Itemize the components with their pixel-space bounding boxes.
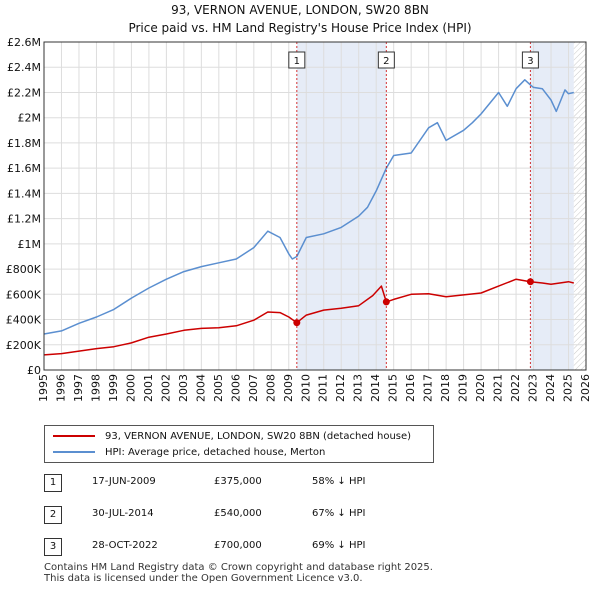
plot-frame <box>43 41 587 371</box>
sale-point <box>526 278 534 286</box>
legend-label-hpi: HPI: Average price, detached house, Mert… <box>105 446 326 458</box>
x-tick-label: 1996 <box>54 374 67 402</box>
x-tick-label: 2004 <box>194 374 207 402</box>
price-chart: 1 2 3 £0 £200K £400K £600K £800K £1M £1.2M £1.4M £… <box>6 36 592 402</box>
sale-marker-label: 3 <box>527 56 533 67</box>
y-tick-label: £1.6M <box>7 162 41 175</box>
x-tick-label: 1999 <box>107 374 120 402</box>
forecast-hatch <box>573 42 586 370</box>
property-price-line <box>43 278 574 356</box>
y-tick-label: £2.6M <box>7 36 41 49</box>
footer-line-licence: This data is licensed under the Open Gov… <box>44 573 363 584</box>
x-tick-label: 2026 <box>579 374 592 402</box>
ownership-shade <box>530 42 574 370</box>
sale-marker-badge <box>377 51 395 69</box>
x-tick-label: 2013 <box>352 374 365 402</box>
y-tick-label: £0 <box>27 364 41 377</box>
x-tick-label: 2000 <box>124 374 137 402</box>
x-tick-label: 2007 <box>247 374 260 402</box>
y-tick-label: £400K <box>6 314 42 327</box>
y-tick-label: £2.4M <box>7 61 41 74</box>
x-tick-label: 2023 <box>527 374 540 402</box>
table-row: 1 17-JUN-2009 £375,000 58% ↓ HPI <box>44 474 444 492</box>
x-tick-label: 2006 <box>229 374 242 402</box>
sale-price: £375,000 <box>214 476 262 487</box>
x-tick-label: 2022 <box>509 374 522 402</box>
sale-marker-badge <box>521 51 539 69</box>
x-tick-label: 2024 <box>544 374 557 402</box>
x-tick-label: 2021 <box>492 374 505 402</box>
sale-hpi-diff: 67% ↓ HPI <box>312 508 366 519</box>
x-tick-label: 1995 <box>37 374 50 402</box>
y-tick-label: £200K <box>6 339 42 352</box>
x-tick-label: 2017 <box>422 374 435 402</box>
chart-legend: 93, VERNON AVENUE, LONDON, SW20 8BN (det… <box>44 425 434 463</box>
sale-date: 30-JUL-2014 <box>92 508 154 519</box>
table-row: 2 30-JUL-2014 £540,000 67% ↓ HPI <box>44 506 444 524</box>
legend-swatch-property <box>53 435 95 437</box>
sale-number-badge: 1 <box>44 474 62 492</box>
sale-marker-label: 2 <box>383 56 389 67</box>
x-tick-label: 2011 <box>317 374 330 402</box>
footer-attribution: Contains HM Land Registry data © Crown c… <box>44 562 433 584</box>
x-tick-label: 2015 <box>387 374 400 402</box>
x-tick-label: 2005 <box>212 374 225 402</box>
x-tick-label: 2008 <box>264 374 277 402</box>
x-tick-label: 2016 <box>404 374 417 402</box>
legend-item-hpi: HPI: Average price, detached house, Mert… <box>53 445 325 459</box>
sale-price: £540,000 <box>214 508 262 519</box>
x-tick-label: 1997 <box>72 374 85 402</box>
sale-marker-badge <box>288 51 306 69</box>
y-tick-label: £1.8M <box>7 137 41 150</box>
sale-price: £700,000 <box>214 540 262 551</box>
chart-subtitle: Price paid vs. HM Land Registry's House … <box>128 21 472 35</box>
table-row: 3 28-OCT-2022 £700,000 69% ↓ HPI <box>44 538 444 556</box>
chart-title: 93, VERNON AVENUE, LONDON, SW20 8BN <box>171 3 429 17</box>
x-tick-label: 2019 <box>457 374 470 402</box>
sale-hpi-diff: 69% ↓ HPI <box>312 540 366 551</box>
sale-marker-label: 1 <box>294 56 300 67</box>
x-tick-label: 2009 <box>282 374 295 402</box>
x-tick-label: 2010 <box>299 374 312 402</box>
y-tick-label: £800K <box>6 263 42 276</box>
footer-line-copyright: Contains HM Land Registry data © Crown c… <box>44 562 433 573</box>
y-tick-label: £1M <box>18 238 42 251</box>
sale-date: 17-JUN-2009 <box>92 476 156 487</box>
x-tick-label: 2025 <box>562 374 575 402</box>
sale-number-badge: 3 <box>44 538 62 556</box>
x-tick-label: 1998 <box>89 374 102 402</box>
x-tick-label: 2002 <box>159 374 172 402</box>
x-tick-label: 2018 <box>439 374 452 402</box>
sale-point <box>382 298 390 306</box>
sale-date: 28-OCT-2022 <box>92 540 158 551</box>
sale-number-badge: 2 <box>44 506 62 524</box>
y-tick-label: £600K <box>6 288 42 301</box>
x-tick-label: 2012 <box>334 374 347 402</box>
y-tick-label: £2M <box>18 112 42 125</box>
sale-point <box>293 319 301 327</box>
legend-item-property: 93, VERNON AVENUE, LONDON, SW20 8BN (det… <box>53 429 411 443</box>
x-tick-label: 2020 <box>474 374 487 402</box>
hpi-line <box>43 79 574 335</box>
x-tick-label: 2014 <box>369 374 382 402</box>
sale-hpi-diff: 58% ↓ HPI <box>312 476 366 487</box>
x-tick-label: 2003 <box>177 374 190 402</box>
x-tick-label: 2001 <box>142 374 155 402</box>
y-tick-label: £1.4M <box>7 187 41 200</box>
y-tick-label: £2.2M <box>7 86 41 99</box>
y-tick-label: £1.2M <box>7 213 41 226</box>
legend-label-property: 93, VERNON AVENUE, LONDON, SW20 8BN (det… <box>105 430 412 442</box>
legend-swatch-hpi <box>53 451 95 453</box>
